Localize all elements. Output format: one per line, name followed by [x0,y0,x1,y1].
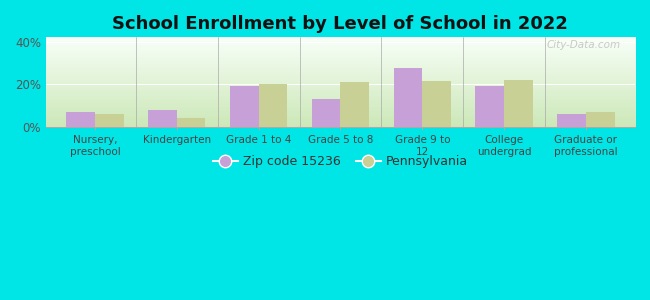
Bar [148,110,177,127]
Bar [66,112,95,127]
Title: School Enrollment by Level of School in 2022: School Enrollment by Level of School in … [112,15,568,33]
Bar [422,81,451,127]
Bar [341,82,369,127]
Bar [95,114,124,127]
Bar [259,84,287,127]
Bar [312,99,341,127]
Legend: Zip code 15236, Pennsylvania: Zip code 15236, Pennsylvania [208,150,473,173]
Bar [394,68,422,127]
Bar [586,112,614,127]
Bar [475,85,504,127]
Bar [557,114,586,127]
Bar [230,85,259,127]
Bar [504,80,533,127]
Bar [177,118,205,127]
Text: City-Data.com: City-Data.com [546,40,620,50]
